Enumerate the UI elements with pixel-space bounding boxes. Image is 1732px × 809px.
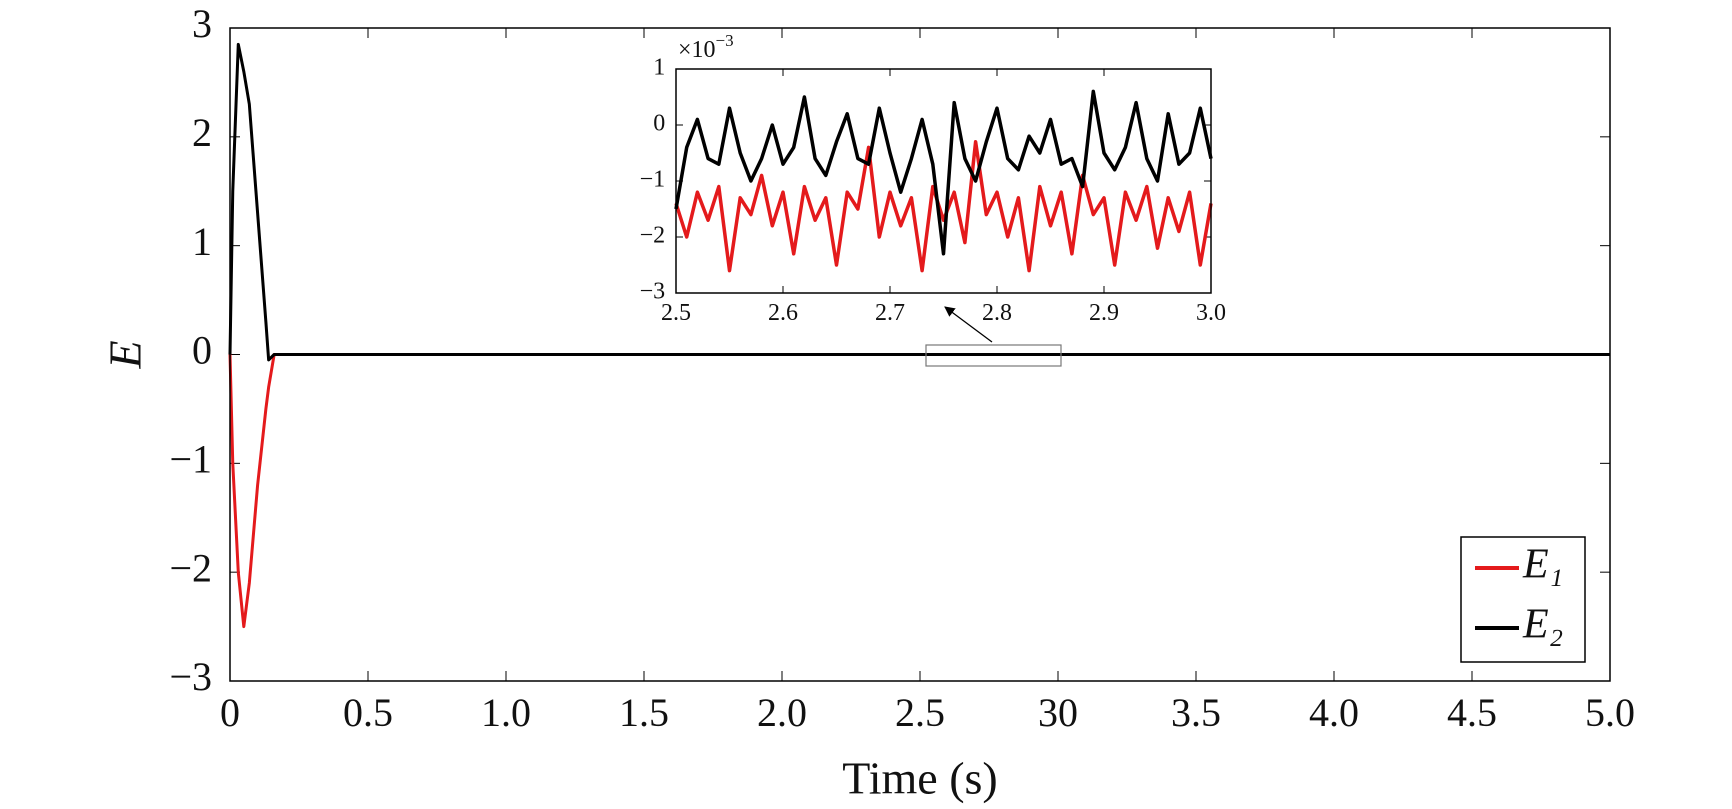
x-tick-label: 2.0 bbox=[757, 690, 807, 735]
x-tick-label: 2.5 bbox=[661, 300, 691, 326]
y-tick-label: −3 bbox=[169, 654, 212, 699]
y-scale-base: ×10 bbox=[678, 37, 716, 63]
x-tick-label: 4.0 bbox=[1309, 690, 1359, 735]
series-line bbox=[228, 353, 1610, 629]
series-line bbox=[674, 89, 1213, 256]
y-tick-label: 0 bbox=[653, 111, 665, 137]
x-tick-label: 2.8 bbox=[982, 300, 1012, 326]
y-scale-exponent: −3 bbox=[716, 31, 734, 50]
y-tick-label: 1 bbox=[192, 219, 212, 264]
plot-frame bbox=[229, 27, 1611, 682]
x-tick-label: 1.5 bbox=[619, 690, 669, 735]
y-scale-label: ×10−3 bbox=[678, 31, 734, 63]
x-tick-label: 3.0 bbox=[1196, 300, 1226, 326]
y-tick-label: −3 bbox=[640, 279, 666, 305]
zoom-arrow bbox=[944, 306, 993, 343]
x-tick-label: 2.7 bbox=[875, 300, 905, 326]
x-tick-label: 3.5 bbox=[1171, 690, 1221, 735]
x-tick-label: 2.6 bbox=[768, 300, 798, 326]
zoom-box bbox=[925, 344, 1062, 367]
y-tick-label: 2 bbox=[192, 110, 212, 155]
y-tick-label: −2 bbox=[169, 545, 212, 590]
inset-background bbox=[676, 69, 1211, 293]
series-line bbox=[228, 42, 1610, 362]
y-tick-label: −1 bbox=[169, 437, 212, 482]
x-tick-label: 0.5 bbox=[343, 690, 393, 735]
y-tick-label: −2 bbox=[640, 223, 666, 249]
x-tick-label: 0 bbox=[220, 690, 240, 735]
x-tick-label: 5.0 bbox=[1585, 690, 1635, 735]
y-axis-label: E bbox=[100, 340, 151, 369]
legend-label: E₂ bbox=[1522, 602, 1563, 648]
y-tick-label: 1 bbox=[653, 55, 665, 81]
legend-box bbox=[1460, 536, 1586, 663]
plot-frame bbox=[675, 68, 1212, 294]
y-tick-label: −1 bbox=[640, 167, 666, 193]
series-line bbox=[674, 140, 1213, 273]
x-axis-label: Time (s) bbox=[842, 753, 998, 804]
x-tick-label: 30 bbox=[1038, 690, 1078, 735]
y-tick-label: 3 bbox=[192, 1, 212, 46]
x-tick-label: 2.5 bbox=[895, 690, 945, 735]
legend-label: E₁ bbox=[1522, 542, 1563, 588]
x-tick-label: 1.0 bbox=[481, 690, 531, 735]
y-tick-label: 0 bbox=[192, 328, 212, 373]
x-tick-label: 2.9 bbox=[1089, 300, 1119, 326]
x-tick-label: 4.5 bbox=[1447, 690, 1497, 735]
